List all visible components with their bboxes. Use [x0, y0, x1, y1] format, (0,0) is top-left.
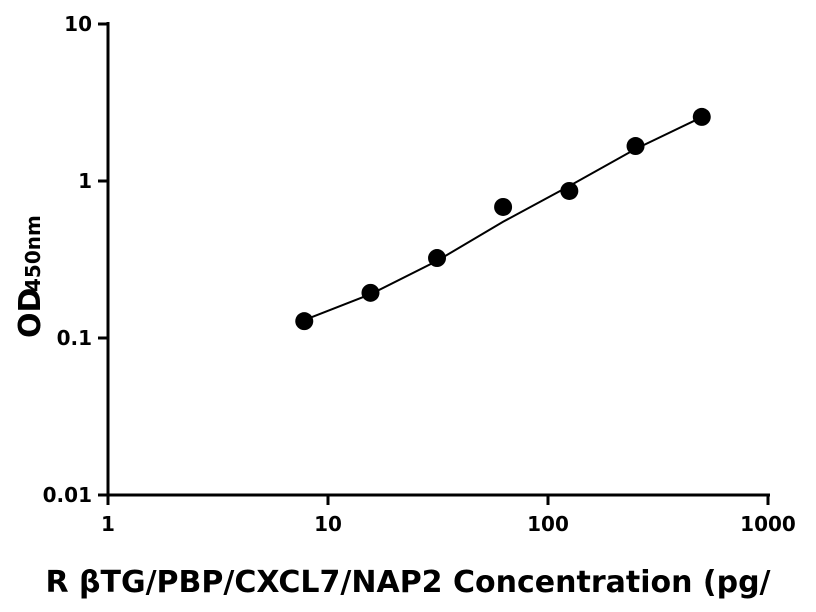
data-point	[560, 181, 579, 200]
fit-line	[303, 116, 703, 322]
data-point	[295, 312, 314, 331]
x-tick-label: 10	[314, 512, 342, 536]
y-tick-label: 1	[78, 169, 92, 193]
y-tick-label: 10	[64, 12, 92, 36]
y-tick-label: 0.01	[43, 483, 92, 507]
data-point	[361, 283, 380, 302]
y-axis-title-main: OD	[13, 288, 48, 338]
y-axis-title: OD 450nm	[13, 215, 48, 338]
y-axis-title-sub: 450nm	[21, 215, 45, 292]
x-axis-title: R βTG/PBP/CXCL7/NAP2 Concentration (pg/	[45, 565, 770, 600]
x-tick-label: 1000	[740, 512, 796, 536]
data-point	[692, 107, 711, 126]
x-tick-label: 100	[527, 512, 569, 536]
x-tick-label: 1	[101, 512, 115, 536]
data-point	[494, 197, 513, 216]
y-tick-label: 0.1	[57, 326, 92, 350]
